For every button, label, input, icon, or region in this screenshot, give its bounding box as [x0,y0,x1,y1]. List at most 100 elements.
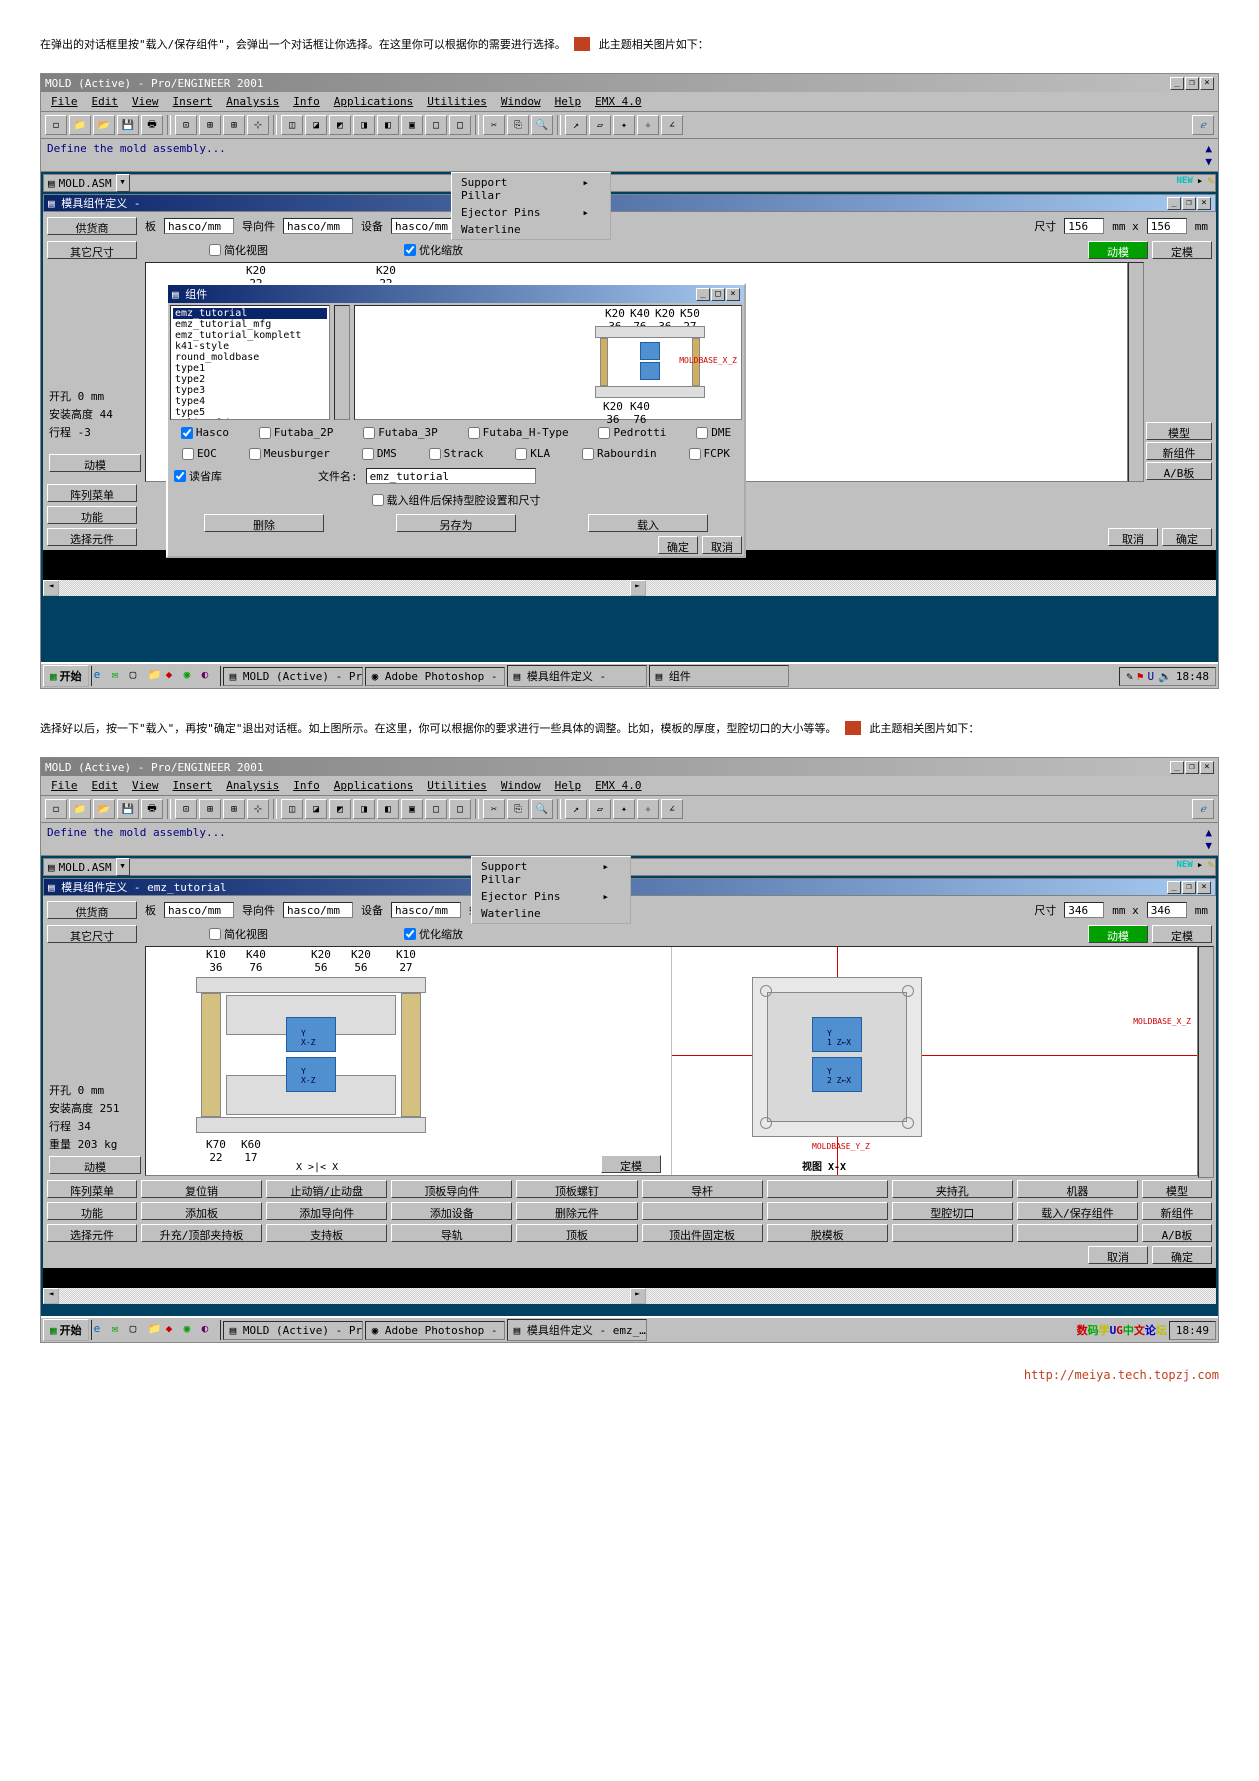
add-plate-btn[interactable]: 添加板 [141,1202,262,1220]
menu-insert-2[interactable]: Insert [167,778,219,793]
fill-clamp-btn[interactable]: 升充/顶部夹持板 [141,1224,262,1242]
task-mold-2[interactable]: ▤ MOLD (Active) - Pro… [223,1321,363,1340]
dyn-btn2[interactable]: 动模 [49,454,141,472]
plate-input-2[interactable] [164,902,234,918]
newcomp-btn[interactable]: 新组件 [1146,442,1212,460]
task-photoshop[interactable]: ◉ Adobe Photoshop - [… [365,667,505,686]
chk-dms[interactable]: DMS [358,445,401,462]
task-mold[interactable]: ▤ MOLD (Active) - Pro… [223,667,363,686]
scrollbar-h-2[interactable]: ◄► [43,1288,1216,1304]
keep-check[interactable]: 载入组件后保持型腔设置和尺寸 [368,490,545,510]
menu-applications-2[interactable]: Applications [328,778,419,793]
file-item-1[interactable]: emz_tutorial_mfg [173,319,327,330]
menu-window[interactable]: Window [495,94,547,109]
menu-applications[interactable]: Applications [328,94,419,109]
tray-u-icon[interactable]: U [1148,670,1155,683]
tool-open[interactable]: 📁 [69,115,91,135]
saveas-btn[interactable]: 另存为 [396,514,516,532]
load-save-comp-btn[interactable]: 载入/保存组件 [1017,1202,1138,1220]
tool-o[interactable]: ✦ [613,115,635,135]
maximize-btn[interactable]: ❐ [1185,77,1199,90]
simplify-check[interactable]: 简化视图 [205,240,272,260]
scrollbar-h-1[interactable]: ◄► [43,580,1216,596]
new-icon[interactable]: NEW [1176,176,1192,186]
app-icon[interactable]: ◆ [166,668,182,684]
cancel-btn-1[interactable]: 取消 [1108,528,1158,546]
model-btn-2[interactable]: 模型 [1142,1180,1212,1198]
clamp-hole-btn[interactable]: 夹持孔 [892,1180,1013,1198]
other-size-btn[interactable]: 其它尺寸 [47,241,137,259]
file-item-0[interactable]: emz_tutorial [173,308,327,319]
load-btn[interactable]: 载入 [588,514,708,532]
tool-copy[interactable]: ⎘ [507,115,529,135]
tool-c[interactable]: ⊞ [223,115,245,135]
chk-dme[interactable]: DME [692,424,735,441]
ejector-fixed-btn[interactable]: 顶出件固定板 [642,1224,763,1242]
menu-insert[interactable]: Insert [167,94,219,109]
supplier-btn-2[interactable]: 供货商 [47,901,137,919]
menu-utilities[interactable]: Utilities [421,94,493,109]
blank-btn-1[interactable] [767,1180,888,1198]
tool-q[interactable]: ∠ [661,115,683,135]
simplify-check-2[interactable]: 简化视图 [205,924,272,944]
dyn-btn-3[interactable]: 动模 [49,1156,141,1174]
delete-comp-btn[interactable]: 删除元件 [516,1202,637,1220]
chk-kla[interactable]: KLA [511,445,554,462]
delete-btn[interactable]: 删除 [204,514,324,532]
ok-btn-1[interactable]: 确定 [1162,528,1212,546]
other-size-btn-2[interactable]: 其它尺寸 [47,925,137,943]
guide-input[interactable] [283,218,353,234]
view-scrollbar-v-2[interactable] [1198,946,1214,1178]
tool-p[interactable]: ✧ [637,115,659,135]
tool-l[interactable]: □ [449,115,471,135]
tool-i[interactable]: ◧ [377,115,399,135]
start-btn[interactable]: ▦开始 [43,665,89,687]
readlib-check[interactable]: 读省库 [170,466,226,486]
sub-close-btn[interactable]: × [1197,197,1211,210]
ab-btn[interactable]: A/B板 [1146,462,1212,480]
menu-emx-2[interactable]: EMX 4.0 [589,778,647,793]
function-btn[interactable]: 功能 [47,506,137,524]
newcomp-btn-2[interactable]: 新组件 [1142,1202,1212,1220]
guide-rod-btn[interactable]: 导杆 [642,1180,763,1198]
dlg-ok-btn[interactable]: 确定 [658,536,698,554]
chk-eoc[interactable]: EOC [178,445,221,462]
start-btn-2[interactable]: ▦开始 [43,1319,89,1341]
supplier-btn[interactable]: 供货商 [47,217,137,235]
chk-futabah[interactable]: Futaba_H-Type [464,424,573,441]
menu-view-2[interactable]: View [126,778,165,793]
size2-input[interactable] [1147,218,1187,234]
chk-meusburger[interactable]: Meusburger [245,445,334,462]
task-molddef[interactable]: ▤ 模具组件定义 - [507,665,647,687]
menu-edit[interactable]: Edit [86,94,125,109]
tool-zoom[interactable]: 🔍 [531,115,553,135]
arrow-icon[interactable]: ▸ [1197,174,1204,187]
dlg-cancel-btn[interactable]: 取消 [702,536,742,554]
min2[interactable]: _ [1170,761,1184,774]
file-item-8[interactable]: type4 [173,396,327,407]
file-item-5[interactable]: type1 [173,363,327,374]
menu-analysis-2[interactable]: Analysis [220,778,285,793]
tray-pen-icon[interactable]: ✎ [1126,670,1133,683]
menu-info-2[interactable]: Info [287,778,326,793]
menu-utilities-2[interactable]: Utilities [421,778,493,793]
reset-pin-btn[interactable]: 复位销 [141,1180,262,1198]
tool-n[interactable]: ▱ [589,115,611,135]
menu-help-2[interactable]: Help [549,778,588,793]
model-btn[interactable]: 模型 [1146,422,1212,440]
select-comp-btn-2[interactable]: 选择元件 [47,1224,137,1242]
close2[interactable]: × [1200,761,1214,774]
menu-info[interactable]: Info [287,94,326,109]
tool-j[interactable]: ▣ [401,115,423,135]
filename-input[interactable] [366,468,536,484]
menu-view[interactable]: View [126,94,165,109]
blank-btn-4[interactable] [892,1224,1013,1242]
tool-b[interactable]: ⊞ [199,115,221,135]
dynamic-btn-2[interactable]: 动模 [1088,925,1148,943]
chk-futaba3p[interactable]: Futaba_3P [359,424,442,441]
file-item-9[interactable]: type5 [173,407,327,418]
outlook-icon[interactable]: ✉ [112,668,128,684]
app3-icon[interactable]: ◐ [202,668,218,684]
dlg-max[interactable]: □ [711,288,725,301]
support-plate-btn[interactable]: 支持板 [266,1224,387,1242]
